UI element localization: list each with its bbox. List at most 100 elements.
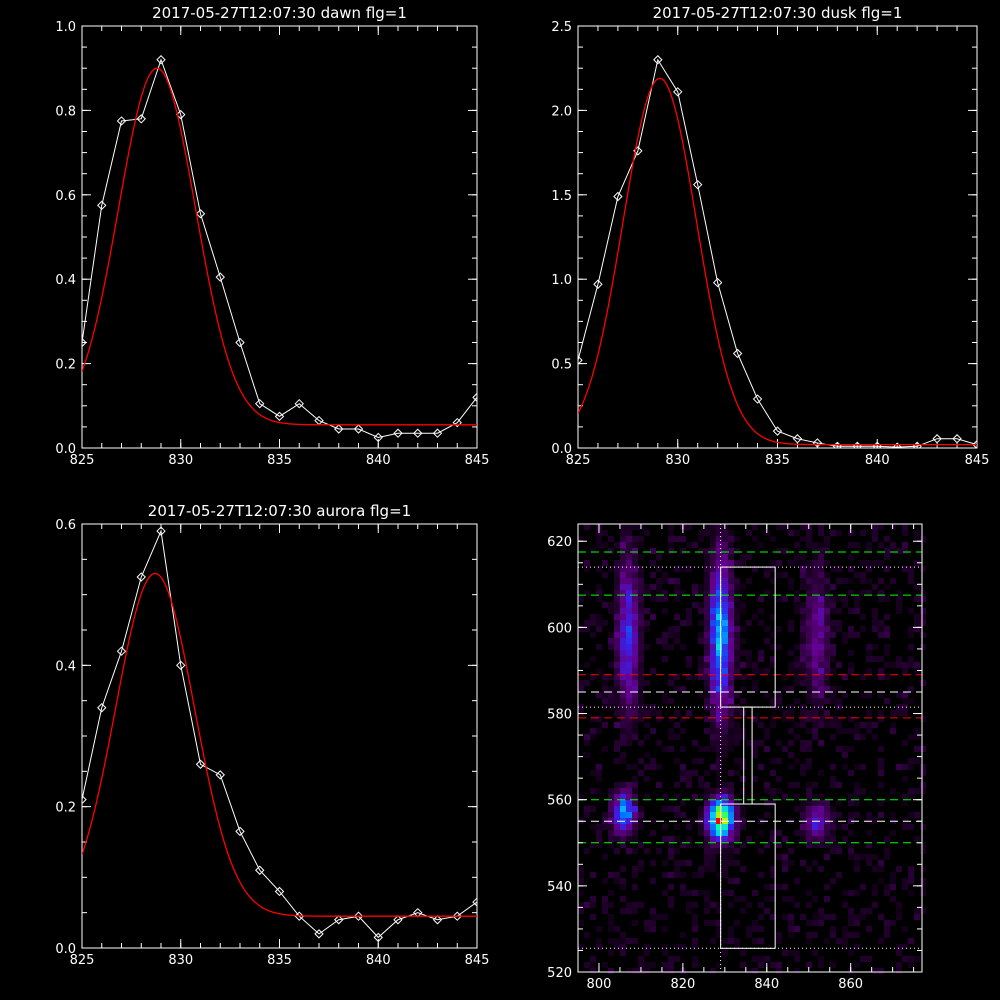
heatmap-cell — [770, 800, 776, 806]
heatmap-cell — [860, 530, 866, 536]
heatmap-cell — [818, 602, 824, 608]
heatmap-cell — [740, 896, 746, 902]
heatmap-cell — [800, 716, 806, 722]
heatmap-cell — [614, 788, 620, 794]
heatmap-cell — [812, 602, 818, 608]
heatmap-cell — [692, 758, 698, 764]
heatmap-cell — [650, 962, 656, 968]
heatmap-cell — [722, 794, 728, 800]
heatmap-cell — [644, 710, 650, 716]
heatmap-cell — [830, 626, 836, 632]
heatmap-cell — [770, 896, 776, 902]
heatmap-cell — [806, 668, 812, 674]
heatmap-cell — [638, 626, 644, 632]
heatmap-cell — [908, 734, 914, 740]
heatmap-cell — [680, 800, 686, 806]
heatmap-cell — [818, 614, 824, 620]
heatmap-cell — [902, 764, 908, 770]
heatmap-cell — [884, 848, 890, 854]
heatmap-cell — [704, 566, 710, 572]
heatmap-cell — [710, 542, 716, 548]
heatmap-cell — [890, 662, 896, 668]
heatmap-cell — [878, 770, 884, 776]
heatmap-cell — [632, 836, 638, 842]
heatmap-cell — [830, 650, 836, 656]
heatmap-cell — [740, 842, 746, 848]
heatmap-cell — [656, 716, 662, 722]
heatmap-cell — [728, 854, 734, 860]
heatmap-cell — [812, 542, 818, 548]
heatmap-cell — [896, 596, 902, 602]
heatmap-cell — [716, 920, 722, 926]
heatmap-cell — [794, 956, 800, 962]
heatmap-cell — [608, 926, 614, 932]
heatmap-cell — [782, 794, 788, 800]
heatmap-cell — [818, 662, 824, 668]
heatmap-cell — [920, 770, 926, 776]
heatmap-cell — [584, 560, 590, 566]
heatmap-cell — [668, 536, 674, 542]
heatmap-cell — [884, 650, 890, 656]
heatmap-cell — [698, 638, 704, 644]
heatmap-cell — [758, 938, 764, 944]
heatmap-cell — [716, 698, 722, 704]
heatmap-cell — [626, 602, 632, 608]
heatmap-cell — [854, 542, 860, 548]
heatmap-cell — [878, 524, 884, 530]
heatmap-cell — [692, 770, 698, 776]
heatmap-cell — [878, 812, 884, 818]
heatmap-cell — [842, 902, 848, 908]
heatmap-cell — [734, 662, 740, 668]
heatmap-cell — [848, 950, 854, 956]
heatmap-cell — [824, 560, 830, 566]
x-tick-label: 835 — [765, 453, 790, 468]
heatmap-cell — [848, 770, 854, 776]
heatmap-cell — [914, 812, 920, 818]
y-tick-label: 0.0 — [55, 942, 76, 957]
heatmap-cell — [626, 650, 632, 656]
heatmap-cell — [908, 662, 914, 668]
data-point — [235, 826, 245, 837]
heatmap-cell — [812, 674, 818, 680]
heatmap-cell — [602, 896, 608, 902]
data-point — [97, 200, 107, 211]
heatmap-cell — [758, 764, 764, 770]
heatmap-cell — [752, 566, 758, 572]
heatmap-cell — [614, 542, 620, 548]
heatmap-cell — [728, 794, 734, 800]
heatmap-cell — [824, 830, 830, 836]
heatmap-cell — [626, 554, 632, 560]
heatmap-cell — [722, 668, 728, 674]
heatmap-cell — [728, 680, 734, 686]
heatmap-cell — [812, 920, 818, 926]
heatmap-cell — [710, 668, 716, 674]
heatmap-cell — [620, 788, 626, 794]
heatmap-cell — [674, 536, 680, 542]
heatmap-cell — [704, 692, 710, 698]
heatmap-cell — [578, 920, 584, 926]
heatmap-cell — [830, 848, 836, 854]
heatmap-cell — [650, 548, 656, 554]
heatmap-cell — [674, 812, 680, 818]
heatmap-cell — [812, 686, 818, 692]
heatmap-cell — [740, 806, 746, 812]
heatmap-cell — [638, 602, 644, 608]
heatmap-cell — [656, 914, 662, 920]
heatmap-cell — [710, 656, 716, 662]
heatmap-cell — [626, 584, 632, 590]
heatmap-cell — [716, 674, 722, 680]
heatmap-cell — [914, 836, 920, 842]
heatmap-cell — [914, 728, 920, 734]
heatmap-cell — [704, 530, 710, 536]
data-point — [274, 886, 285, 897]
heatmap-cell — [668, 842, 674, 848]
heatmap-cell — [638, 866, 644, 872]
heatmap-cell — [914, 956, 920, 962]
heatmap-cell — [596, 836, 602, 842]
heatmap-cell — [668, 716, 674, 722]
heatmap-cell — [896, 608, 902, 614]
heatmap-cell — [914, 734, 920, 740]
heatmap-cell — [722, 710, 728, 716]
heatmap-cell — [722, 812, 728, 818]
heatmap-cell — [902, 794, 908, 800]
